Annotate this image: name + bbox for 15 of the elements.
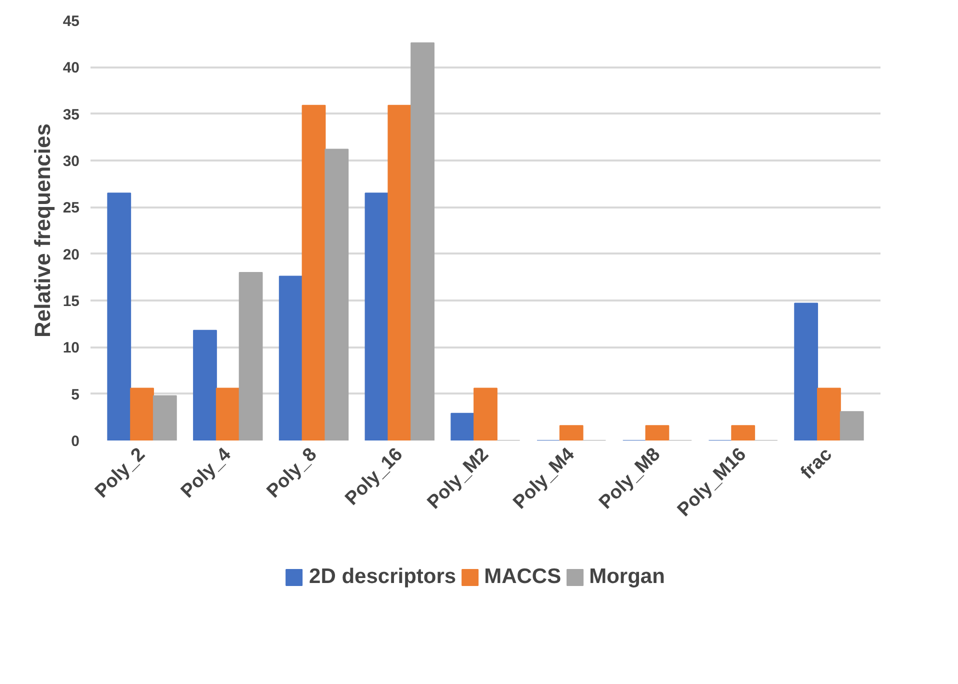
y-tick-label: 15 [62,293,80,310]
legend-label: MACCS [484,564,562,589]
y-tick-label: 20 [62,246,80,264]
legend-label: 2D descriptors [309,564,456,589]
x-tick-label: frac [796,444,837,484]
y-tick-label: 35 [62,106,80,124]
y-tick-label: 45 [62,13,80,30]
y-tick-label: 25 [62,200,80,217]
legend-label: Morgan [589,564,665,589]
y-tick-label: 30 [62,153,80,170]
y-tick-label: 40 [62,60,80,77]
y-tick-label: 10 [62,340,80,357]
y-axis-title: Relative frequencies [30,124,55,338]
y-tick-label: 5 [71,386,80,404]
y-tick-label: 0 [71,433,80,450]
